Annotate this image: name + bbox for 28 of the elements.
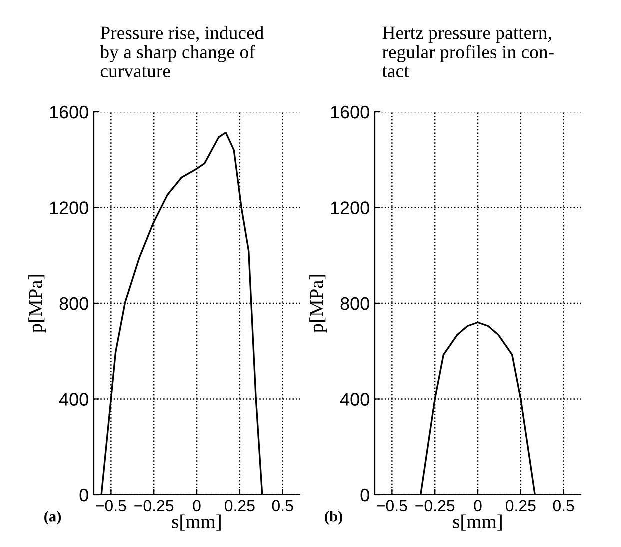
x-axis-title: s[mm] (172, 514, 221, 531)
x-tick-label: −0.5 (96, 500, 126, 512)
text: (b) (325, 511, 342, 525)
text: (a) (44, 511, 62, 525)
y-tick-label: 800 (340, 297, 370, 310)
x-tick-label: 0.25 (506, 500, 536, 512)
y-tick-label: 1200 (331, 202, 370, 214)
y-tick-label: 0 (80, 488, 88, 502)
x-tick-label: 0.5 (553, 500, 574, 512)
x-tick-label: 0 (193, 500, 201, 512)
x-tick-label: −0.5 (377, 500, 408, 512)
y-tick-label: 1600 (331, 106, 370, 119)
chart-title: Hertz pressure pattern, regular profiles in con- tact (382, 26, 554, 78)
y-tick-label: 400 (340, 393, 370, 406)
x-axis-title: s[mm] (453, 514, 502, 531)
y-tick-label: 1200 (50, 202, 88, 214)
y-axis-title: p[MPa] (28, 275, 46, 333)
x-tick-label: 0.5 (272, 500, 294, 512)
x-tick-label: 0.25 (225, 500, 255, 512)
y-tick-label: 0 (360, 488, 370, 502)
x-tick-label: 0 (474, 500, 482, 512)
chart-title: Pressure rise, induced by a sharp change of curvature (100, 26, 264, 78)
y-tick-label: 400 (59, 393, 88, 406)
x-tick-label: −0.25 (134, 500, 174, 512)
y-axis-title: p[MPa] (310, 275, 328, 333)
y-tick-label: 1600 (50, 106, 88, 119)
y-tick-label: 800 (60, 297, 88, 310)
x-tick-label: −0.25 (416, 500, 455, 512)
